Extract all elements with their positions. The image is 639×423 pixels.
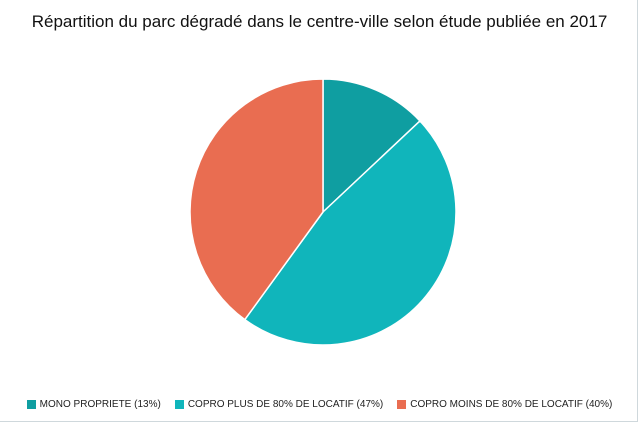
legend-swatch-copro-plus-80 <box>174 400 184 409</box>
pie-slice-copro-plus-80[interactable] <box>244 120 457 346</box>
pie-slice-copro-moins-80[interactable] <box>189 78 324 321</box>
legend-item-copro-plus-80[interactable]: COPRO PLUS DE 80% DE LOCATIF (47%) <box>174 399 384 410</box>
legend-label-copro-plus-80: COPRO PLUS DE 80% DE LOCATIF (47%) <box>187 399 384 410</box>
legend-item-mono-propriete[interactable]: MONO PROPRIETE (13%) <box>26 399 161 410</box>
chart-legend: MONO PROPRIETE (13%) COPRO PLUS DE 80% D… <box>0 399 639 410</box>
chart-title: Répartition du parc dégradé dans le cent… <box>31 12 608 31</box>
legend-label-copro-moins-80: COPRO MOINS DE 80% DE LOCATIF (40%) <box>410 399 613 410</box>
legend-swatch-mono-propriete <box>26 400 36 409</box>
pie-slice-mono-propriete[interactable] <box>322 78 421 213</box>
legend-label-mono-propriete: MONO PROPRIETE (13%) <box>39 399 161 410</box>
legend-swatch-copro-moins-80 <box>397 400 407 409</box>
legend-item-copro-moins-80[interactable]: COPRO MOINS DE 80% DE LOCATIF (40%) <box>397 399 612 410</box>
